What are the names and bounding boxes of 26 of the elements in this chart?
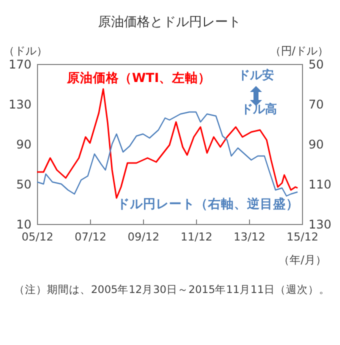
x-tick-label: 13/12 — [234, 230, 266, 244]
y-tick-label: 50 — [16, 178, 32, 192]
chart-title: 原油価格とドル円レート — [98, 15, 241, 30]
x-tick-label: 11/12 — [180, 230, 212, 244]
annotation: ドル安 — [238, 68, 274, 82]
y2-axis-title: （円/ドル） — [270, 44, 328, 58]
y2-tick-label: 50 — [308, 58, 324, 72]
y2-tick-label: 70 — [308, 98, 324, 112]
y-tick-label: 90 — [16, 138, 32, 152]
y2-tick-label: 130 — [308, 218, 332, 232]
y-tick-label: 130 — [8, 98, 32, 112]
x-tick-label: 09/12 — [128, 230, 160, 244]
x-tick-label: 15/12 — [286, 230, 318, 244]
x-tick-label: 07/12 — [74, 230, 106, 244]
y2-tick-label: 110 — [308, 178, 332, 192]
y-tick-label: 10 — [16, 218, 32, 232]
y-tick-label: 170 — [8, 58, 32, 72]
y2-tick-label: 90 — [308, 138, 324, 152]
x-tick-label: 05/12 — [22, 230, 54, 244]
annotation: ドル高 — [241, 102, 277, 116]
x-axis-title: （年/月） — [278, 254, 326, 266]
series-label: ドル円レート（右軸、逆目盛） — [117, 196, 299, 211]
line-series — [37, 88, 298, 199]
text: （注）期間は、2005年12月30日～2015年11月11日（週次）。 — [14, 283, 330, 298]
y-axis-title: （ドル） — [4, 44, 48, 58]
text: 原油価格（WTI、左軸） — [66, 70, 211, 85]
